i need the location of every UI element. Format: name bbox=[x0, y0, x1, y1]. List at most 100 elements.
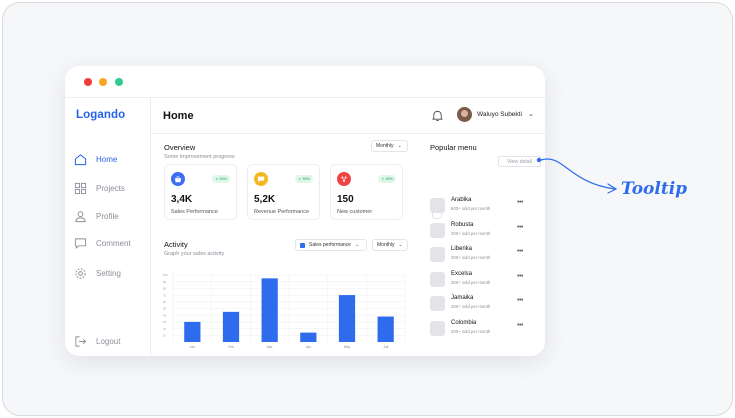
stat-value: 3,4K bbox=[171, 194, 193, 205]
chart-bar[interactable] bbox=[300, 332, 317, 342]
popular-menu-title: Popular menu bbox=[430, 143, 477, 152]
sidebar-item-setting[interactable]: Setting bbox=[74, 265, 121, 281]
y-tick-label: 50 bbox=[163, 307, 167, 311]
menu-item-name: Liberika bbox=[451, 246, 473, 252]
basket-icon bbox=[171, 172, 185, 186]
overview-subtitle: Some improvement progress bbox=[164, 154, 235, 160]
overview-period-select[interactable]: Monthly ⌄ bbox=[371, 140, 408, 152]
list-item[interactable]: Excelsa 300+ sold per month ••• bbox=[430, 270, 534, 288]
menu-thumbnail bbox=[430, 296, 445, 311]
sidebar-item-home[interactable]: Home bbox=[74, 151, 117, 167]
bell-icon[interactable] bbox=[431, 109, 444, 122]
sidebar-item-label: Projects bbox=[96, 183, 125, 193]
view-detail-tooltip[interactable]: View detail bbox=[498, 156, 541, 167]
chart-bar[interactable] bbox=[338, 295, 356, 342]
period-value: Monthly bbox=[377, 242, 395, 248]
more-options-button[interactable]: ••• bbox=[517, 223, 523, 231]
y-tick-label: 60 bbox=[163, 300, 167, 304]
chevron-down-icon[interactable]: ⌄ bbox=[528, 111, 534, 118]
chart-bar[interactable] bbox=[377, 316, 394, 342]
activity-subtitle: Graph your sales activity bbox=[164, 251, 225, 257]
activity-period-select[interactable]: Monthly ⌄ bbox=[372, 239, 408, 251]
menu-item-name: Arabika bbox=[451, 197, 472, 203]
menu-item-sold: 300+ sold per month bbox=[451, 279, 491, 285]
sidebar-item-projects[interactable]: Projects bbox=[74, 180, 125, 196]
stat-value: 150 bbox=[337, 194, 354, 205]
menu-item-name: Excelsa bbox=[451, 270, 473, 277]
chart-bar[interactable] bbox=[184, 321, 201, 342]
list-item[interactable]: Liberika 200+ sold per month ••• bbox=[430, 245, 534, 263]
stat-card-sales: ⇡ 35% 3,4K Sales Performance bbox=[164, 164, 237, 220]
growth-badge: ⇡ 35% bbox=[378, 175, 396, 183]
y-tick-label: 70 bbox=[163, 293, 167, 297]
list-item[interactable]: Colombia 200+ sold per month ••• bbox=[430, 319, 534, 337]
more-options-button[interactable]: ••• bbox=[517, 272, 523, 280]
menu-thumbnail bbox=[430, 271, 445, 287]
stat-card-revenue: ⇡ 35% 5,2K Revenue Performance bbox=[247, 164, 320, 220]
chat-icon bbox=[74, 237, 87, 249]
close-window-button[interactable] bbox=[84, 78, 92, 86]
trend-up-icon: ⇡ bbox=[381, 177, 385, 182]
chat-bubble-icon bbox=[254, 172, 268, 186]
menu-item-sold: 200+ sold per month bbox=[451, 230, 491, 236]
sidebar-item-label: Profile bbox=[96, 211, 119, 221]
y-tick-label: 20 bbox=[163, 327, 167, 331]
list-item[interactable]: Arabika 600+ sold per month ••• bbox=[430, 196, 534, 214]
y-tick-label: 90 bbox=[163, 280, 167, 284]
list-item[interactable]: Robusta 200+ sold per month ••• bbox=[430, 221, 534, 239]
y-tick-label: 100 bbox=[163, 273, 168, 277]
menu-item-sold: 600+ sold per month bbox=[451, 206, 491, 211]
user-name[interactable]: Waluyo Subekti bbox=[477, 111, 522, 118]
x-tick-label: Apr bbox=[306, 345, 312, 349]
x-tick-label: Juli bbox=[383, 345, 388, 349]
grid-icon bbox=[74, 182, 87, 194]
stat-value: 5,2K bbox=[254, 194, 276, 205]
more-options-button[interactable]: ••• bbox=[517, 248, 523, 255]
chart-bar[interactable] bbox=[222, 311, 240, 342]
series-value: Sales performance bbox=[309, 242, 351, 248]
app-window: Logando Home Projects Profile Comment Se… bbox=[65, 66, 545, 356]
sidebar-item-label: Home bbox=[96, 154, 118, 164]
fork-icon bbox=[337, 172, 351, 186]
menu-thumbnail bbox=[430, 247, 445, 262]
x-tick-label: Feb bbox=[228, 345, 234, 349]
app-logo: Logando bbox=[76, 109, 126, 121]
y-tick-label: 80 bbox=[163, 287, 167, 291]
user-icon bbox=[75, 210, 86, 222]
sidebar: Logando Home Projects Profile Comment Se… bbox=[65, 98, 151, 356]
more-options-button[interactable]: ••• bbox=[517, 321, 523, 329]
page-title: Home bbox=[163, 110, 194, 122]
overview-title: Overview bbox=[164, 143, 196, 152]
chart-bar[interactable] bbox=[261, 278, 278, 342]
sidebar-item-profile[interactable]: Profile bbox=[74, 208, 119, 224]
sidebar-item-label: Setting bbox=[96, 268, 121, 278]
menu-item-sold: 200+ sold per month bbox=[451, 304, 491, 309]
minimize-window-button[interactable] bbox=[99, 78, 107, 86]
trend-up-icon: ⇡ bbox=[215, 177, 219, 182]
tooltip-annotation-label: Tooltip bbox=[621, 179, 688, 199]
trend-up-icon: ⇡ bbox=[298, 177, 302, 182]
gear-icon bbox=[75, 267, 86, 279]
avatar[interactable] bbox=[457, 107, 472, 122]
logout-label: Logout bbox=[96, 336, 121, 346]
main-content: Home Waluyo Subekti ⌄ Overview Some impr… bbox=[151, 98, 545, 356]
maximize-window-button[interactable] bbox=[115, 78, 123, 86]
more-options-button[interactable]: ••• bbox=[517, 297, 523, 304]
badge-value: 35% bbox=[385, 177, 393, 181]
badge-value: 35% bbox=[219, 177, 227, 181]
series-swatch bbox=[300, 242, 305, 248]
series-select[interactable]: Sales performance ⌄ bbox=[295, 239, 367, 251]
window-titlebar bbox=[65, 66, 545, 98]
menu-item-name: Jamaika bbox=[451, 295, 474, 301]
list-item[interactable]: Jamaika 200+ sold per month ••• bbox=[430, 294, 534, 312]
menu-thumbnail bbox=[430, 320, 445, 336]
stat-label: New customer bbox=[337, 209, 373, 215]
menu-item-sold: 200+ sold per month bbox=[451, 328, 491, 334]
activity-bar-chart: 100 90 80 70 60 50 40 30 20 10 Jan Feb Mar Apr May Juli bbox=[163, 273, 406, 349]
sidebar-item-comment[interactable]: Comment bbox=[74, 235, 131, 251]
logout-button[interactable]: Logout bbox=[74, 333, 120, 349]
menu-item-name: Colombia bbox=[451, 319, 477, 326]
more-options-button[interactable]: ••• bbox=[517, 199, 523, 206]
activity-title: Activity bbox=[164, 240, 188, 249]
